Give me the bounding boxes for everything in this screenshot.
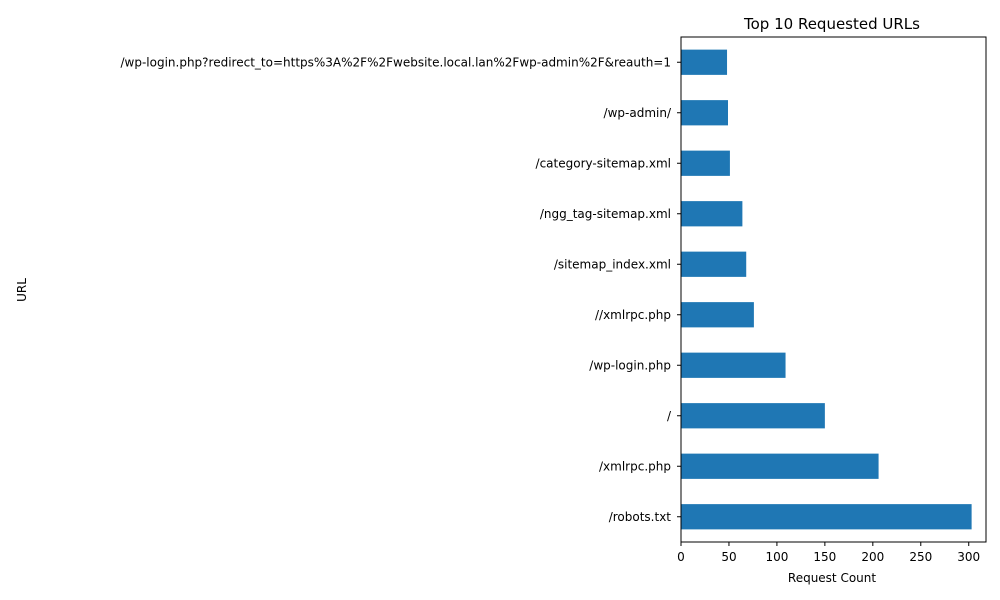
y-axis-title: URL — [15, 278, 29, 302]
bar-1 — [681, 453, 879, 479]
x-axis-title: Request Count — [788, 571, 876, 585]
y-tick-label: /sitemap_index.xml — [554, 257, 671, 271]
bar-6 — [681, 201, 743, 227]
bar-9 — [681, 49, 728, 75]
x-tick-label: 50 — [721, 550, 736, 564]
x-tick-label: 0 — [677, 550, 685, 564]
bar-2 — [681, 403, 825, 429]
x-tick-label: 150 — [813, 550, 836, 564]
y-tick-label: //xmlrpc.php — [595, 308, 671, 322]
y-tick-label: /wp-admin/ — [604, 106, 672, 120]
x-tick-label: 100 — [765, 550, 788, 564]
bar-7 — [681, 150, 730, 176]
y-tick-label: /robots.txt — [609, 510, 672, 524]
bar-3 — [681, 352, 786, 378]
plot-frame — [680, 36, 987, 543]
bars-layer — [681, 49, 972, 530]
ticks-layer: /robots.txt/xmlrpc.php / /wp-login.php //xm… — [120, 55, 980, 564]
y-tick-label: /category-sitemap.xml — [536, 156, 671, 170]
chart-title: Top 10 Requested URLs — [743, 15, 920, 33]
bar-4 — [681, 302, 754, 328]
y-tick-label: / — [667, 409, 672, 423]
y-tick-label: /wp-login.php?redirect_to=https%3A%2F%2F… — [120, 55, 671, 69]
bar-0 — [681, 504, 972, 530]
bar-8 — [681, 100, 728, 126]
y-tick-label: /wp-login.php — [589, 358, 671, 372]
x-tick-label: 300 — [957, 550, 980, 564]
bar-5 — [681, 251, 747, 277]
y-tick-label: /xmlrpc.php — [599, 459, 671, 473]
x-tick-label: 250 — [909, 550, 932, 564]
x-tick-label: 200 — [861, 550, 884, 564]
y-tick-label: /ngg_tag-sitemap.xml — [540, 207, 671, 221]
